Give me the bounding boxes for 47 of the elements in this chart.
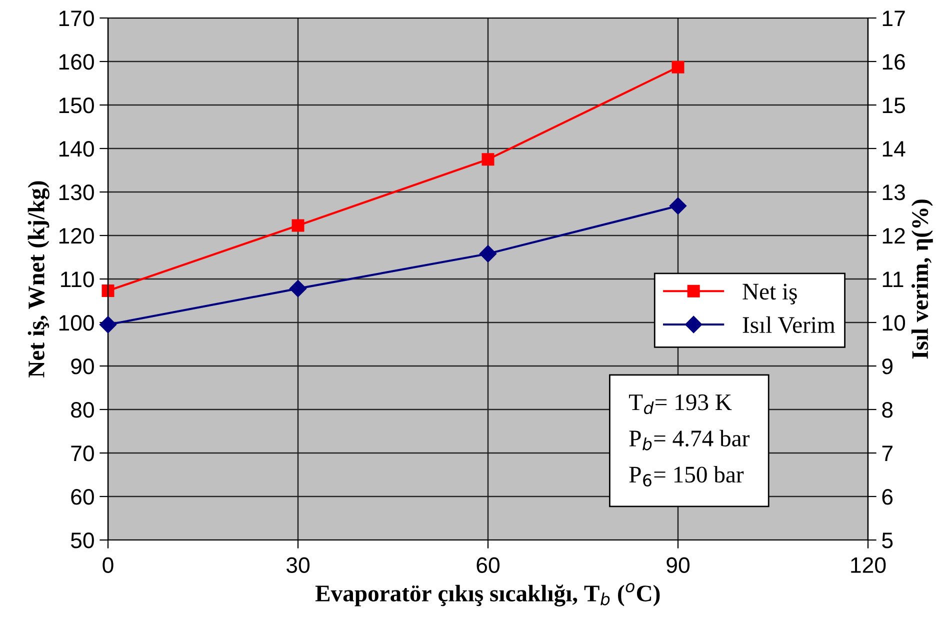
point [482,153,494,166]
y2-tick-label: 9 [882,358,892,374]
point [672,60,684,74]
point [292,219,304,232]
y-tick-label: 100 [59,315,94,331]
y2-tick-label: 16 [882,54,905,70]
y2-tick-label: 13 [882,184,905,200]
point [669,197,687,214]
x-tick-label: 60 [476,557,500,573]
y2-tick-label: 7 [882,446,892,462]
y-tick-label: 150 [59,98,94,114]
annotation: T$_{d}$= 193 K [629,394,732,414]
x-tick-label: 30 [286,557,310,573]
y2-tick-label: 12 [882,228,905,244]
y2-tick-label: 15 [882,98,905,114]
x-tick-label: 90 [666,557,690,573]
y2-tick-label: 6 [882,489,893,505]
y-tick-label: 140 [59,141,94,157]
annotation: P$_{b}$= 4.74 bar [629,430,750,450]
x-axis-title: Evaporatör çıkış sıcaklığı, T$_{b}$ ($^{o}$C) [315,582,660,606]
y2-tick-label: 14 [882,141,906,157]
y-tick-label: 170 [59,10,94,26]
point [289,280,307,298]
y2-axis-title: Isıl verim, η(%) [911,200,933,359]
y-tick-label: 80 [71,402,94,418]
y-tick-label: 50 [70,532,94,548]
x-tick-label: 120 [851,557,886,573]
y2-tick-label: 11 [882,272,904,288]
point [479,245,497,262]
y-tick-label: 60 [71,489,94,505]
y-tick-label: 120 [59,228,94,244]
y-tick-label: 130 [59,184,94,200]
y2-tick-label: 10 [882,315,906,331]
y2-tick-label: 8 [882,402,893,418]
legend-label: Isıl Verim [742,316,835,334]
y-axis-title: Net iş, Wnet (kj/kg) [28,181,50,378]
y-tick-label: 70 [71,446,94,462]
y2-tick-label: 5 [882,532,893,548]
y-tick-label: 160 [59,54,94,70]
x-tick-label: 0 [102,557,114,573]
annotation: P$_{6}$= 150 bar [629,466,744,487]
point [102,284,114,297]
y2-tick-label: 17 [882,10,905,26]
y-tick-label: 90 [71,358,94,374]
y-tick-label: 110 [61,272,94,288]
legend-label: Net iş [742,284,797,304]
point [99,316,117,334]
